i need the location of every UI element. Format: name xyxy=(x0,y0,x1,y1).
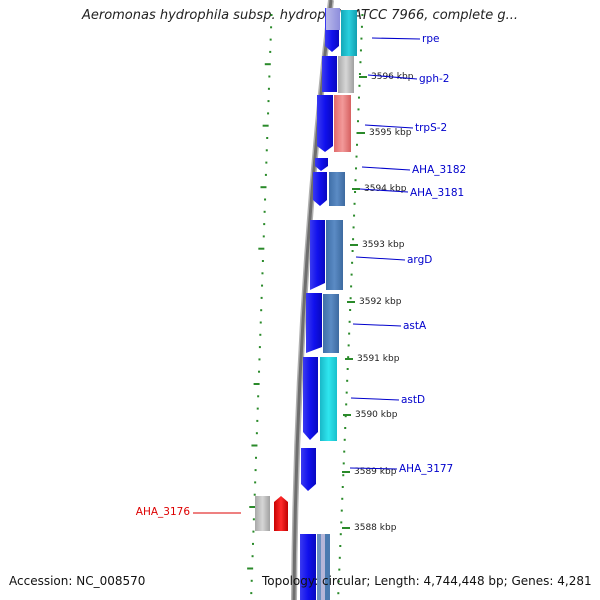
genome-backbone-core xyxy=(292,0,333,600)
map-title: Aeromonas hydrophila subsp. hydrophila A… xyxy=(81,8,519,23)
scale-tick xyxy=(350,244,358,246)
category-bottom-b[interactable] xyxy=(321,534,325,600)
category-bottom-c[interactable] xyxy=(325,534,330,600)
accession-text: Accession: NC_008570 xyxy=(9,574,146,588)
gene-leader-line xyxy=(371,37,421,40)
gene-label-AHA_3182[interactable]: AHA_3182 xyxy=(412,164,466,176)
gene-leader-line xyxy=(359,188,409,193)
gene-label-AHA_3181[interactable]: AHA_3181 xyxy=(410,187,464,199)
scale-tick xyxy=(347,301,355,303)
left-guide-rail xyxy=(247,14,273,595)
scale-label: 3593 kbp xyxy=(362,240,405,250)
scale-label: 3595 kbp xyxy=(369,128,412,138)
gene-label-astD[interactable]: astD xyxy=(401,394,425,406)
feature-astA-strand[interactable] xyxy=(306,293,322,353)
category-trpS2[interactable] xyxy=(334,95,351,152)
gene-label-trpS-2[interactable]: trpS-2 xyxy=(415,122,447,134)
feature-track-category[interactable] xyxy=(317,8,357,600)
scale-label: 3592 kbp xyxy=(359,297,402,307)
scale-label: 3588 kbp xyxy=(354,523,397,533)
scale-label: 3589 kbp xyxy=(354,467,397,477)
feature-track-outer[interactable] xyxy=(300,8,339,600)
category-rpe[interactable] xyxy=(341,10,357,56)
gene-labels: rpe gph-2 trpS-2 AHA_3182 AHA_3181 argD astA as… xyxy=(136,33,466,518)
gene-leader-line xyxy=(355,256,406,261)
gene-label-AHA_3176[interactable]: AHA_3176 xyxy=(136,506,191,518)
scale-tick xyxy=(342,527,350,529)
category-AHA3181[interactable] xyxy=(329,172,345,206)
scale-tick xyxy=(342,471,350,473)
scale-tick xyxy=(359,76,367,78)
feature-AHA3176-gray[interactable] xyxy=(255,496,270,531)
scale-tick xyxy=(357,132,365,134)
feature-astD-strand[interactable] xyxy=(303,357,318,440)
scale-label: 3590 kbp xyxy=(355,410,398,420)
feature-AHA3177-strand[interactable] xyxy=(301,448,316,491)
feature-AHA3176-group[interactable] xyxy=(255,496,288,531)
scale-label: 3591 kbp xyxy=(357,354,400,364)
scale-tick xyxy=(343,414,351,416)
gene-label-argD[interactable]: argD xyxy=(407,254,432,266)
category-astA[interactable] xyxy=(323,294,339,353)
gene-leader-line xyxy=(364,124,414,129)
gene-leader-line xyxy=(367,74,418,80)
feature-AHA3176-red[interactable] xyxy=(274,496,288,531)
scale-tick xyxy=(345,358,353,360)
feature-AHA3181-strand[interactable] xyxy=(313,172,327,206)
gene-leader-line xyxy=(349,467,398,470)
feature-trpS2-strand[interactable] xyxy=(317,95,333,152)
category-gph2[interactable] xyxy=(338,56,354,93)
feature-bottom-strand[interactable] xyxy=(300,534,316,600)
feature-AHA3182-strand[interactable] xyxy=(315,158,328,171)
gene-label-rpe[interactable]: rpe xyxy=(422,33,439,45)
scale-label: 3594 kbp xyxy=(364,184,407,194)
category-argD[interactable] xyxy=(326,220,343,290)
gene-leader-line xyxy=(350,397,400,401)
category-lavender-top[interactable] xyxy=(326,8,340,30)
gene-label-AHA_3177[interactable]: AHA_3177 xyxy=(399,463,453,475)
category-bottom-a[interactable] xyxy=(317,534,321,600)
feature-argD-strand[interactable] xyxy=(310,220,325,290)
gene-leader-line xyxy=(361,166,411,171)
scale-tick xyxy=(352,188,360,190)
topology-text: Topology: circular; Length: 4,744,448 bp… xyxy=(262,574,592,588)
gene-leader-line xyxy=(352,323,402,327)
feature-gph2-strand[interactable] xyxy=(322,56,337,92)
right-guide-rail xyxy=(337,14,364,595)
category-astD[interactable] xyxy=(320,357,337,441)
gene-label-astA[interactable]: astA xyxy=(403,320,427,332)
gene-label-gph-2[interactable]: gph-2 xyxy=(419,73,449,85)
